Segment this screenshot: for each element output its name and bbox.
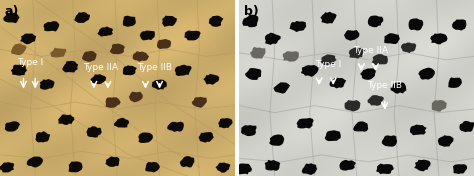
Polygon shape — [382, 135, 397, 147]
Polygon shape — [339, 160, 356, 171]
Polygon shape — [140, 30, 155, 40]
Polygon shape — [430, 33, 447, 44]
Polygon shape — [459, 121, 474, 132]
Polygon shape — [302, 163, 317, 175]
Polygon shape — [401, 43, 416, 53]
Polygon shape — [133, 51, 149, 62]
Polygon shape — [321, 54, 337, 65]
Polygon shape — [384, 33, 400, 44]
Polygon shape — [20, 33, 36, 44]
Polygon shape — [167, 122, 184, 132]
Polygon shape — [360, 68, 376, 80]
Polygon shape — [97, 26, 113, 37]
Polygon shape — [162, 16, 177, 27]
Polygon shape — [368, 15, 383, 27]
Polygon shape — [82, 51, 97, 62]
Text: Type IIA: Type IIA — [353, 46, 388, 55]
Text: a): a) — [5, 5, 19, 18]
Polygon shape — [290, 21, 306, 32]
Polygon shape — [345, 100, 360, 111]
Polygon shape — [129, 92, 143, 102]
Polygon shape — [329, 78, 346, 89]
Polygon shape — [301, 65, 319, 77]
Polygon shape — [123, 16, 136, 27]
Polygon shape — [123, 65, 137, 75]
Polygon shape — [250, 47, 265, 59]
Polygon shape — [11, 43, 27, 55]
Polygon shape — [191, 97, 207, 108]
Text: Type IIB: Type IIB — [137, 63, 173, 72]
Polygon shape — [265, 33, 281, 45]
Polygon shape — [138, 132, 153, 143]
Polygon shape — [69, 161, 82, 172]
Polygon shape — [448, 77, 462, 88]
Polygon shape — [3, 12, 19, 23]
Polygon shape — [269, 134, 284, 146]
Polygon shape — [146, 162, 160, 172]
Polygon shape — [353, 121, 368, 132]
Polygon shape — [175, 65, 191, 76]
Polygon shape — [242, 15, 258, 27]
Polygon shape — [410, 125, 427, 135]
Polygon shape — [50, 48, 66, 58]
Polygon shape — [105, 97, 121, 108]
Polygon shape — [418, 68, 435, 80]
Polygon shape — [320, 12, 337, 24]
Polygon shape — [367, 95, 384, 106]
Polygon shape — [432, 100, 447, 112]
Text: b): b) — [244, 5, 259, 18]
Polygon shape — [344, 30, 359, 41]
Polygon shape — [114, 118, 129, 128]
Polygon shape — [453, 164, 467, 174]
Polygon shape — [62, 61, 78, 73]
Polygon shape — [44, 21, 59, 32]
Polygon shape — [157, 39, 171, 49]
Polygon shape — [297, 118, 314, 129]
Polygon shape — [438, 135, 454, 147]
Polygon shape — [409, 18, 423, 31]
Polygon shape — [372, 54, 388, 65]
Polygon shape — [11, 65, 27, 76]
Polygon shape — [36, 131, 50, 142]
Polygon shape — [325, 130, 341, 141]
Text: Type IIB: Type IIB — [367, 81, 402, 90]
Polygon shape — [203, 74, 219, 85]
Polygon shape — [349, 47, 365, 59]
Polygon shape — [40, 79, 55, 90]
Polygon shape — [184, 30, 201, 40]
Text: Type I: Type I — [18, 58, 44, 67]
Polygon shape — [218, 118, 233, 128]
Polygon shape — [152, 80, 167, 90]
Polygon shape — [91, 74, 106, 84]
Polygon shape — [199, 132, 214, 143]
Polygon shape — [27, 156, 43, 167]
Polygon shape — [105, 156, 119, 167]
Polygon shape — [376, 164, 394, 174]
Polygon shape — [414, 160, 431, 171]
Polygon shape — [241, 125, 256, 136]
Text: Type I: Type I — [315, 60, 342, 69]
Polygon shape — [264, 160, 280, 171]
Polygon shape — [452, 19, 466, 30]
Polygon shape — [283, 51, 299, 62]
Polygon shape — [273, 82, 290, 94]
Polygon shape — [180, 156, 194, 167]
Polygon shape — [58, 114, 74, 125]
Polygon shape — [245, 68, 261, 80]
Polygon shape — [74, 12, 90, 23]
Polygon shape — [237, 164, 252, 174]
Polygon shape — [391, 83, 406, 94]
Polygon shape — [216, 162, 230, 173]
Polygon shape — [86, 126, 102, 138]
Text: Type IIA: Type IIA — [83, 63, 118, 72]
Polygon shape — [209, 15, 223, 27]
Polygon shape — [5, 121, 20, 132]
Polygon shape — [110, 44, 125, 54]
Polygon shape — [0, 162, 14, 172]
